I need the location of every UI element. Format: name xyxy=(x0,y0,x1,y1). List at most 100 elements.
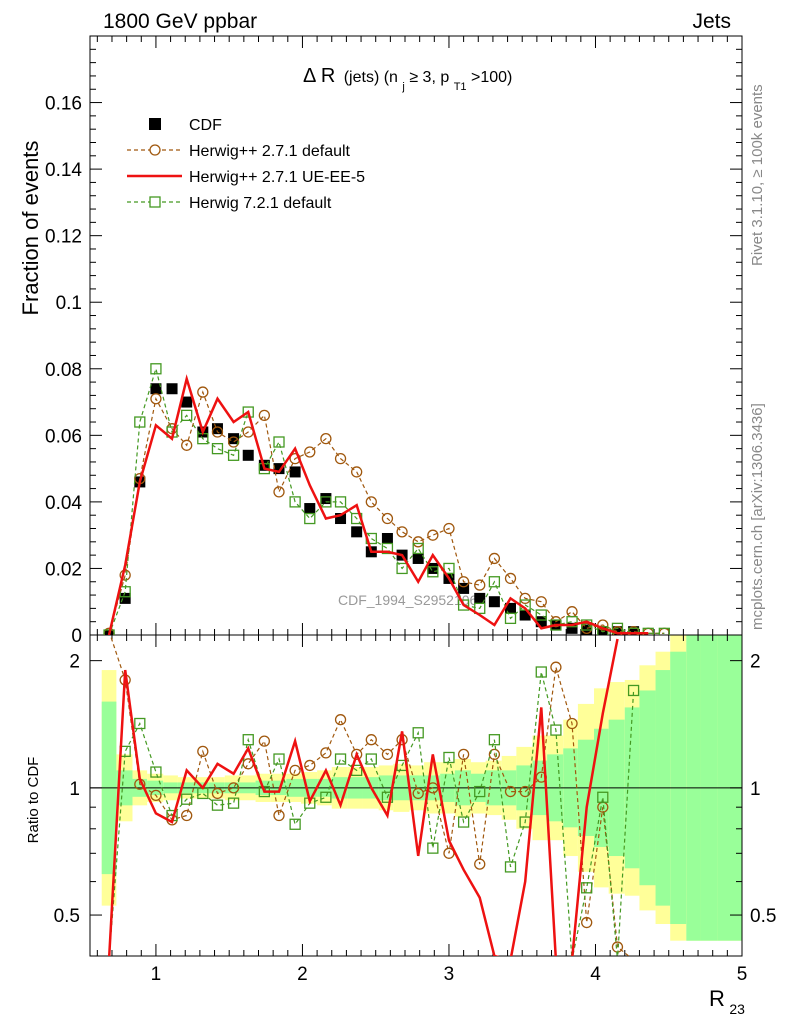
ratio-h271-point xyxy=(412,787,424,800)
ratio-h271-point xyxy=(211,787,224,800)
h721-line xyxy=(108,366,665,635)
h721-point xyxy=(320,496,332,508)
h271-point xyxy=(273,486,285,498)
h271-point xyxy=(566,606,578,618)
legend-label-ue: Herwig++ 2.7.1 UE-EE-5 xyxy=(189,169,365,186)
header-left: 1800 GeV ppbar xyxy=(103,10,257,33)
y-tick-label-main: 0.08 xyxy=(45,360,82,381)
h271-point xyxy=(443,522,455,535)
ratio-h271-point xyxy=(566,717,578,730)
h271-point xyxy=(365,496,377,508)
title-tail: >100) xyxy=(471,69,512,86)
ratio-h721-point xyxy=(427,842,439,854)
ratio-h271-point xyxy=(289,764,301,777)
title-sub-j: j xyxy=(401,81,404,93)
cdf-point xyxy=(320,493,332,505)
title-geq: ≥ 3, p xyxy=(409,69,449,86)
h721-point xyxy=(488,576,501,588)
ratio-h721-point xyxy=(457,816,470,828)
h271-point xyxy=(488,552,501,565)
ratio-series-group xyxy=(107,635,640,956)
ue-line xyxy=(107,374,649,635)
ratio-h271-point xyxy=(381,748,394,761)
cdf-point xyxy=(566,622,578,634)
h721-point xyxy=(535,609,547,621)
ratio-h271-point xyxy=(351,748,363,761)
ratio-h271-point xyxy=(443,847,455,859)
ratio-h271-point xyxy=(197,745,209,758)
h721-point xyxy=(134,416,146,428)
ratio-h721-point xyxy=(334,753,347,765)
ratio-plot-frame xyxy=(89,634,743,957)
h721-point xyxy=(181,409,193,422)
y-tick-label-main: 0.14 xyxy=(45,160,82,181)
h271-point xyxy=(412,536,424,548)
y-tick-label-ratio-left: 2 xyxy=(69,652,80,673)
x-tick-label: 3 xyxy=(444,964,455,985)
h721-point xyxy=(474,602,486,615)
y-tick-label-main: 0.02 xyxy=(45,559,82,580)
ratio-h721-point xyxy=(289,818,301,830)
h721-point xyxy=(242,406,254,418)
ratio-ue-line xyxy=(107,638,619,956)
cdf-point xyxy=(628,626,640,635)
h271-point xyxy=(381,512,394,525)
cdf-point xyxy=(289,466,301,478)
y-tick-label-main: 0.12 xyxy=(45,227,82,248)
ratio-h721-point xyxy=(134,717,146,730)
h721-point xyxy=(289,496,301,508)
h721-point xyxy=(457,599,470,611)
h721-point xyxy=(443,562,455,575)
cdf-point xyxy=(211,423,223,435)
y-axis-label-main: Fraction of events xyxy=(18,141,43,316)
h271-point xyxy=(320,433,332,445)
cdf-point xyxy=(228,433,240,445)
y-axis-label-ratio: Ratio to CDF xyxy=(25,757,42,844)
h271-point xyxy=(304,446,316,458)
ratio-h271-point xyxy=(504,785,517,798)
x-tick-label: 1 xyxy=(151,964,162,985)
ratio-h271-point xyxy=(258,735,271,747)
cdf-point xyxy=(181,396,193,408)
h271-point xyxy=(396,526,408,538)
legend-h721-marker xyxy=(149,196,161,208)
cdf-point xyxy=(519,609,531,621)
cdf-point xyxy=(535,616,547,628)
ratio-h721-point xyxy=(597,791,609,803)
h271-point xyxy=(658,627,670,635)
title-main: Δ R xyxy=(303,65,335,87)
y-tick-label-main: 0.16 xyxy=(45,94,82,115)
cdf-point xyxy=(611,626,623,635)
x-axis-label-main: R xyxy=(709,986,725,1011)
cdf-point xyxy=(150,383,162,395)
h271-point xyxy=(258,409,271,422)
ratio-h271-point xyxy=(334,714,347,726)
y-tick-label-ratio-right: 0.5 xyxy=(750,906,776,927)
cdf-point xyxy=(119,592,131,604)
cdf-point xyxy=(273,463,285,475)
ratio-h721-point xyxy=(412,727,424,739)
x-axis-label: R 23 xyxy=(709,986,745,1017)
cdf-point xyxy=(335,513,347,525)
cdf-point xyxy=(488,596,500,608)
ratio-h721-point xyxy=(365,753,377,765)
x-tick-label: 5 xyxy=(737,964,748,985)
y-tick-label-main: 0.06 xyxy=(45,426,82,447)
ratio-h721-point xyxy=(381,791,394,803)
cdf-point xyxy=(412,552,424,564)
h721-point xyxy=(566,616,578,628)
h271-point xyxy=(457,576,470,588)
cdf-point xyxy=(242,449,254,461)
ratio-h721-point xyxy=(320,791,332,803)
ratio-h721-point xyxy=(150,766,162,778)
ratio-h271-point xyxy=(581,916,593,929)
h271-point xyxy=(474,579,486,591)
y-tick-label-ratio-right: 2 xyxy=(750,652,761,673)
cdf-point xyxy=(427,562,439,574)
ratio-h271-point xyxy=(273,809,285,822)
ratio-h271-point xyxy=(474,858,486,870)
ratio-h271-point xyxy=(457,748,470,761)
h271-point xyxy=(334,452,347,465)
ratio-h721-point xyxy=(181,793,193,805)
h271-line xyxy=(108,390,665,634)
